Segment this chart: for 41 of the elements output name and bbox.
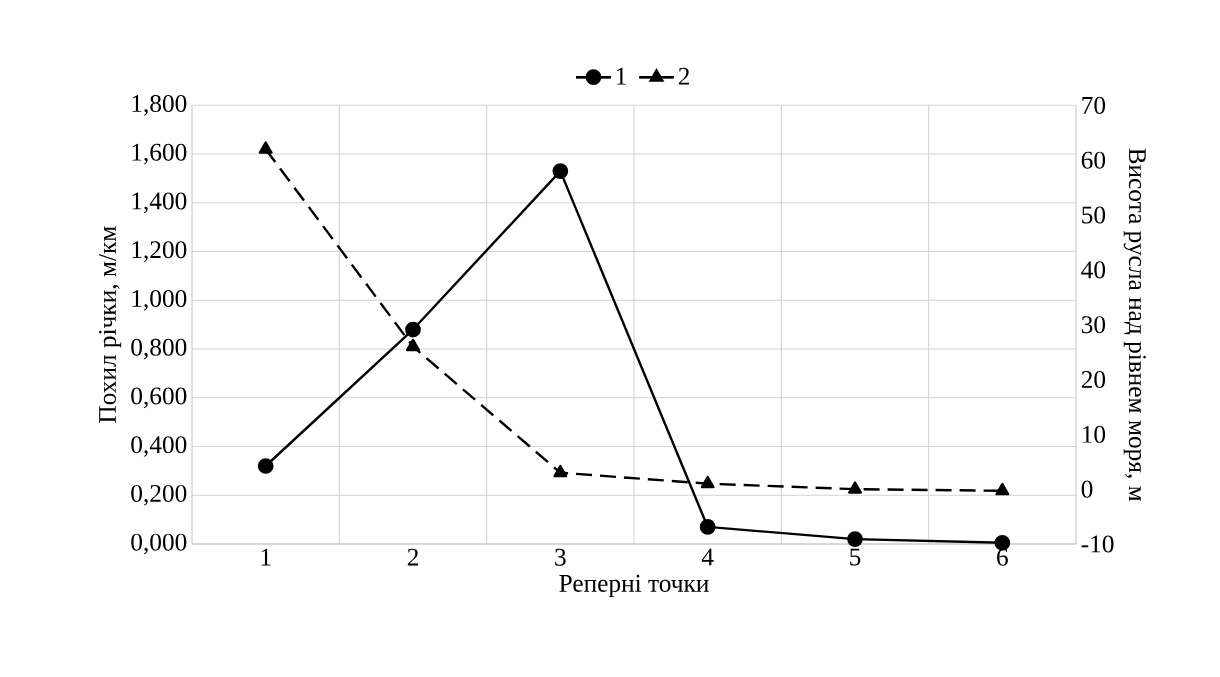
- point: [553, 464, 568, 478]
- point: [405, 321, 421, 338]
- point: [700, 475, 715, 489]
- y-tick-label: 1,200: [132, 241, 187, 262]
- legend-label: 2: [678, 67, 690, 85]
- point: [552, 163, 569, 179]
- y-tick-label: 1,400: [132, 192, 187, 214]
- y2-tick-label: 0: [1081, 480, 1093, 498]
- y2-tick-label: 40: [1081, 261, 1106, 279]
- y-tick-label: 0,600: [131, 387, 187, 409]
- y2-tick-label: -10: [1081, 535, 1114, 553]
- y-tick-label: 0,000: [131, 533, 187, 555]
- y-tick-label: 1,000: [132, 289, 187, 311]
- y-tick-label: 0,800: [131, 338, 187, 360]
- y-axis-title: Похил річки, м/км: [98, 226, 122, 423]
- y-tick-label: 1,800: [132, 94, 187, 116]
- y2-tick-label: 60: [1081, 151, 1106, 169]
- legend-label: 1: [616, 67, 626, 85]
- x-tick-label: 4: [701, 548, 714, 566]
- x-tick-label: 2: [407, 548, 418, 566]
- y2-tick-label: 50: [1082, 206, 1106, 224]
- y2-tick-label: 10: [1082, 425, 1106, 443]
- x-tick-label: 3: [555, 548, 566, 566]
- y2-tick-label: 70: [1082, 96, 1106, 114]
- point: [258, 141, 273, 154]
- x-axis-title: Реперні точки: [559, 574, 709, 598]
- point: [699, 519, 716, 535]
- y2-axis-title: Висота русла над рівнем моря, м: [1123, 148, 1146, 502]
- y2-tick-label: 20: [1081, 370, 1106, 389]
- x-tick-label: 5: [850, 548, 861, 566]
- point: [995, 482, 1010, 496]
- point: [847, 531, 863, 547]
- point: [994, 534, 1011, 551]
- y-tick-label: 0,400: [131, 436, 187, 457]
- point: [257, 458, 274, 474]
- y-tick-label: 0,200: [131, 484, 187, 506]
- x-tick-label: 1: [261, 548, 271, 566]
- y2-tick-label: 30: [1081, 316, 1106, 334]
- point: [406, 338, 420, 352]
- y-tick-label: 1,600: [132, 143, 187, 165]
- point: [848, 481, 862, 494]
